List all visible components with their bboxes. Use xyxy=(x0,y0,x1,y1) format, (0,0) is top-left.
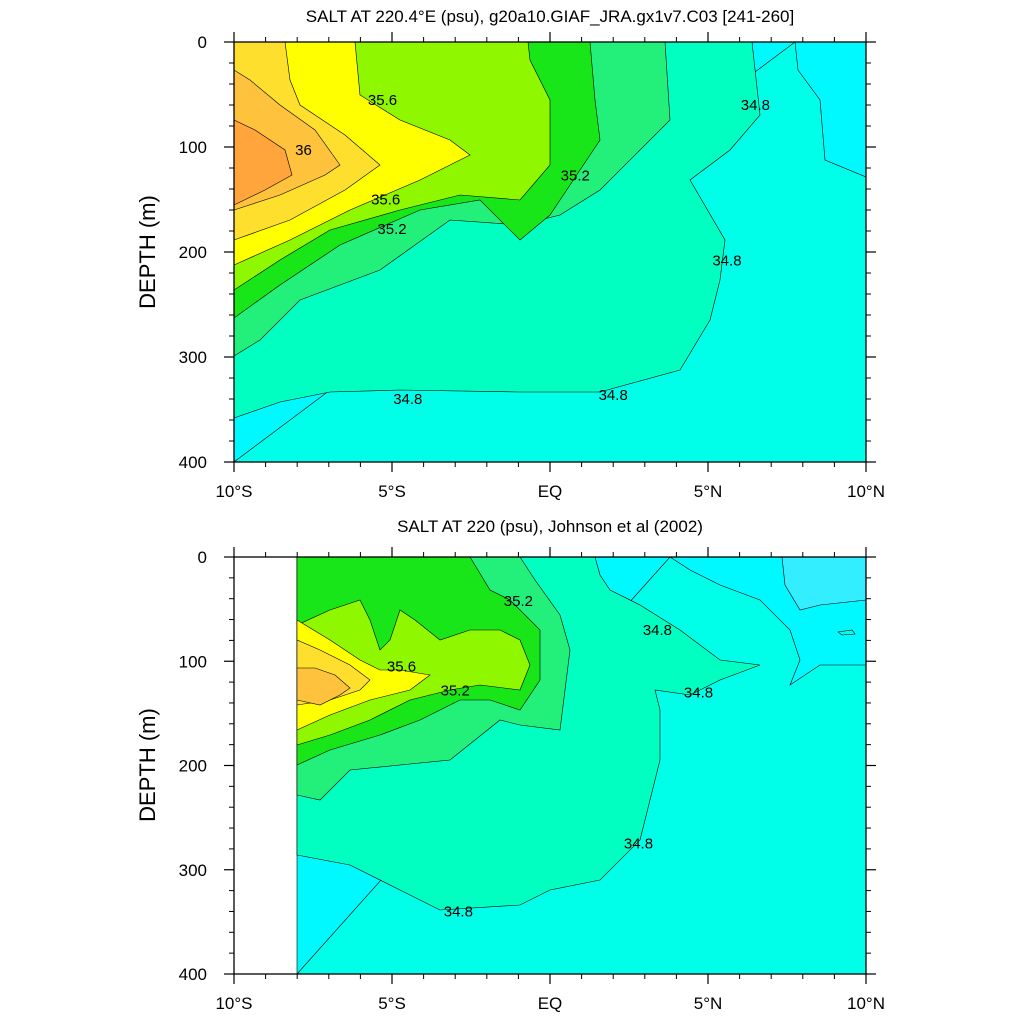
contour-label: 35.2 xyxy=(441,682,470,699)
panel-model: SALT AT 220.4°E (psu), g20a10.GIAF_JRA.g… xyxy=(135,7,885,501)
y-axis-label-observed: DEPTH (m) xyxy=(135,708,160,822)
y-tick-label: 200 xyxy=(179,757,207,776)
axes-observed: 10°S 5°S EQ 5°N 10°N 0 100 200 300 400 xyxy=(179,547,885,1013)
contour-label: 34.8 xyxy=(741,97,770,114)
y-tick-label: 300 xyxy=(179,861,207,880)
contour-label: 34.8 xyxy=(684,685,713,702)
fill-34-6-34-8-blob xyxy=(837,629,856,636)
x-tick-label: 5°S xyxy=(378,994,406,1013)
contour-labels-observed: 35.2 34.8 35.6 35.2 34.8 34.8 34.8 xyxy=(387,593,713,921)
contour-label: 35.2 xyxy=(504,593,533,610)
y-tick-label: 400 xyxy=(179,965,207,984)
x-tick-label: EQ xyxy=(538,994,563,1013)
x-tick-label: 5°N xyxy=(694,482,723,501)
contour-label: 34.8 xyxy=(599,387,628,404)
contour-label: 34.8 xyxy=(712,252,741,269)
x-tick-label: EQ xyxy=(538,482,563,501)
panel-observed: SALT AT 220 (psu), Johnson et al (2002) … xyxy=(135,517,885,1013)
chart-title-model: SALT AT 220.4°E (psu), g20a10.GIAF_JRA.g… xyxy=(306,7,794,26)
contour-label: 35.6 xyxy=(387,658,416,675)
x-tick-label: 5°S xyxy=(378,482,406,501)
contour-label: 34.8 xyxy=(444,903,473,920)
axes-model: 10°S 5°S EQ 5°N 10°N 0 100 200 300 400 xyxy=(179,32,885,501)
y-axis-label-model: DEPTH (m) xyxy=(135,195,160,309)
axis-ticks-model: 10°S 5°S EQ 5°N 10°N 0 100 200 300 400 xyxy=(179,32,885,501)
x-tick-label: 10°S xyxy=(215,482,252,501)
y-tick-label: 0 xyxy=(198,548,207,567)
contour-fills-observed xyxy=(296,556,867,975)
contour-labels-model: 35.6 36 35.6 35.2 35.2 34.8 34.8 34.8 34.8 xyxy=(295,92,770,408)
y-tick-label: 100 xyxy=(179,652,207,671)
y-tick-label: 200 xyxy=(179,243,207,262)
y-tick-label: 300 xyxy=(179,348,207,367)
y-tick-label: 0 xyxy=(198,33,207,52)
y-tick-label: 100 xyxy=(179,138,207,157)
y-tick-label: 400 xyxy=(179,453,207,472)
axis-ticks-observed: 10°S 5°S EQ 5°N 10°N 0 100 200 300 400 xyxy=(179,547,885,1013)
contour-label: 35.2 xyxy=(377,221,406,238)
contour-label: 36 xyxy=(295,142,312,159)
contour-label: 35.6 xyxy=(371,192,400,209)
contour-label: 35.6 xyxy=(368,92,397,109)
x-tick-label: 10°N xyxy=(847,994,885,1013)
contour-label: 34.8 xyxy=(624,836,653,853)
contour-label: 34.8 xyxy=(643,622,672,639)
x-tick-label: 10°N xyxy=(847,482,885,501)
contour-label: 34.8 xyxy=(393,391,422,408)
x-tick-label: 10°S xyxy=(215,994,252,1013)
contour-label: 35.2 xyxy=(561,167,590,184)
fill-gt-36-0 xyxy=(296,667,351,706)
x-tick-label: 5°N xyxy=(694,994,723,1013)
contour-fills-model xyxy=(233,41,867,463)
chart-title-observed: SALT AT 220 (psu), Johnson et al (2002) xyxy=(397,517,703,536)
